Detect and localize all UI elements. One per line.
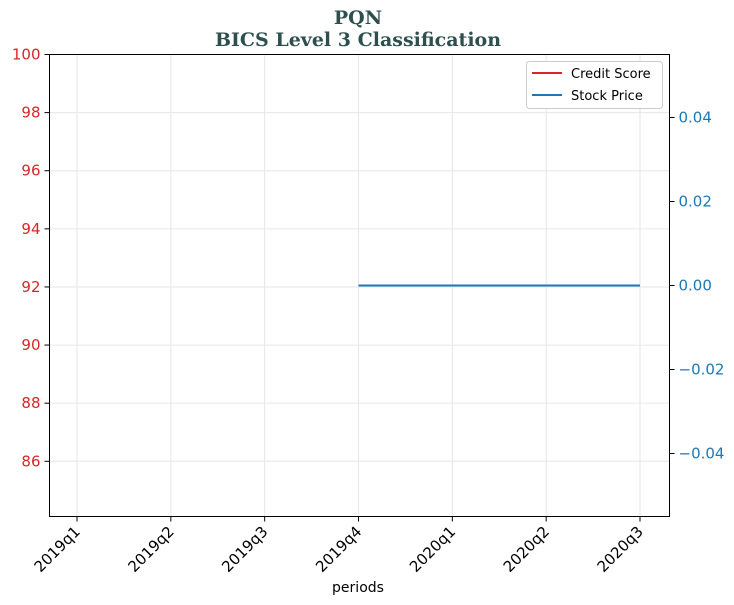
x-axis-label: periods (332, 580, 384, 596)
left-y-tick-label: 100 (12, 46, 41, 64)
x-tick-label: 2019q4 (312, 523, 365, 576)
ticks: 2019q1 2019q2 2019q3 2019q4 2020q1 2020q2 2020… (12, 46, 725, 576)
legend-label-credit-score: Credit Score (571, 67, 651, 82)
legend-label-stock-price: Stock Price (571, 89, 643, 104)
chart-title: PQN (334, 7, 382, 29)
left-y-tick-label: 88 (21, 394, 40, 412)
x-tick-label: 2020q3 (594, 523, 647, 576)
left-y-tick-label: 98 (21, 104, 40, 122)
x-tick-label: 2020q1 (406, 523, 459, 576)
left-y-tick-label: 90 (21, 336, 40, 354)
right-y-tick-label: 0.00 (679, 277, 712, 295)
left-y-tick-label: 86 (21, 452, 40, 470)
left-y-tick-label: 92 (21, 278, 40, 296)
x-tick-label: 2019q1 (31, 523, 84, 576)
chart-subtitle: BICS Level 3 Classification (215, 29, 501, 51)
right-y-tick-label: −0.02 (679, 361, 725, 379)
x-tick-label: 2019q2 (124, 523, 177, 576)
right-y-tick-label: 0.04 (679, 109, 712, 127)
right-y-tick-label: −0.04 (679, 445, 725, 463)
x-tick-label: 2019q3 (218, 523, 271, 576)
right-y-tick-label: 0.02 (679, 193, 712, 211)
legend: Credit Score Stock Price (526, 61, 663, 109)
left-y-tick-label: 96 (21, 162, 40, 180)
x-tick-label: 2020q2 (500, 523, 553, 576)
left-y-tick-label: 94 (21, 220, 40, 238)
